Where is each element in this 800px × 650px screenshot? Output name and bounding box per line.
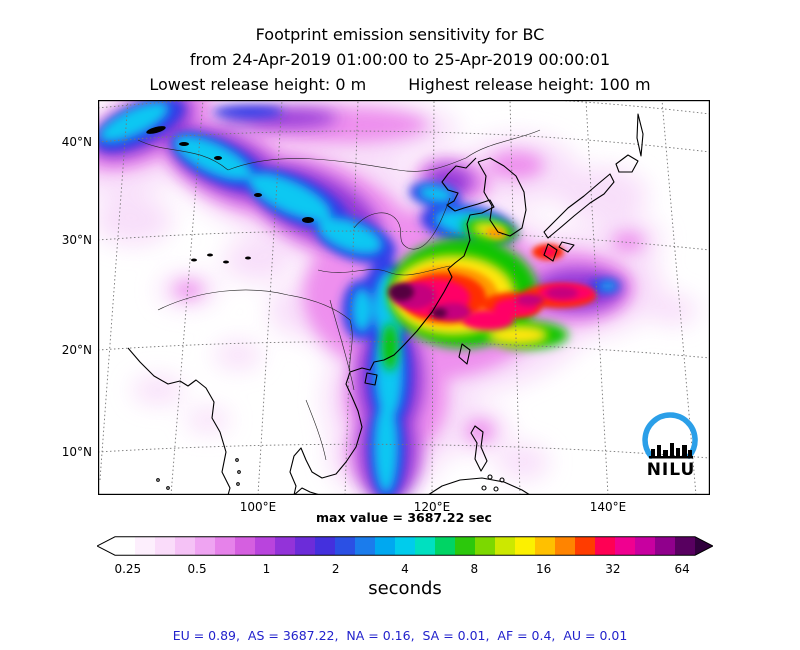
logo-skyline <box>649 443 693 459</box>
map-figure: NILU <box>98 100 710 495</box>
plume-layers <box>98 100 698 495</box>
colorbar-tick-label: 0.5 <box>187 562 207 576</box>
lon-tick-140e: 140°E <box>589 500 627 514</box>
colorbar-tick-label: 32 <box>605 562 621 576</box>
lat-tick-30n: 30°N <box>61 233 92 247</box>
logo-text: NILU <box>647 460 696 480</box>
title-line-3: Lowest release height: 0 m Highest relea… <box>0 72 800 97</box>
colorbar-tick-label: 4 <box>401 562 409 576</box>
lat-tick-10n: 10°N <box>61 445 92 459</box>
colorbar: 0.25 0.5 1 2 4 8 16 32 64 <box>95 536 715 576</box>
coastlines <box>127 113 644 495</box>
colorbar-tick-label: 1 <box>262 562 271 576</box>
lat-tick-40n: 40°N <box>61 135 92 149</box>
nilu-logo: NILU <box>642 412 698 480</box>
colorbar-right-arrow <box>695 536 713 556</box>
colorbar-segments-group <box>115 536 696 556</box>
colorbar-tick-label: 64 <box>674 562 690 576</box>
lat-tick-20n: 20°N <box>61 343 92 357</box>
colorbar-unit-label: seconds <box>368 578 442 599</box>
lakes <box>146 126 314 264</box>
colorbar-bar <box>95 536 715 556</box>
max-value-label: max value = 3687.22 sec <box>316 510 492 525</box>
lon-tick-100e: 100°E <box>239 500 277 514</box>
title-line-2: from 24-Apr-2019 01:00:00 to 25-Apr-2019… <box>189 50 611 69</box>
colorbar-tick-label: 8 <box>470 562 479 576</box>
colorbar-left-arrow <box>97 536 115 556</box>
title-line-1: Footprint emission sensitivity for BC <box>255 25 545 44</box>
colorbar-tick-label: 0.25 <box>114 562 142 576</box>
graticule <box>98 100 710 495</box>
map-panel: NILU <box>98 100 710 495</box>
colorbar-tick-label: 2 <box>331 562 340 576</box>
logo-arc <box>642 412 698 459</box>
map-border <box>98 100 710 495</box>
region-totals: EU = 0.89, AS = 3687.22, NA = 0.16, SA =… <box>172 628 628 643</box>
rivers-borders <box>137 129 541 461</box>
lowest-release-height-label: Lowest release height: 0 m <box>149 75 367 94</box>
colorbar-tick-label: 16 <box>535 562 552 576</box>
figure-title: Footprint emission sensitivity for BC fr… <box>0 22 800 97</box>
highest-release-height-label: Highest release height: 100 m <box>408 75 651 94</box>
lon-tick-120e: 120°E <box>413 500 451 514</box>
colorbar-ticks: 0.25 0.5 1 2 4 8 16 32 64 <box>97 560 713 576</box>
